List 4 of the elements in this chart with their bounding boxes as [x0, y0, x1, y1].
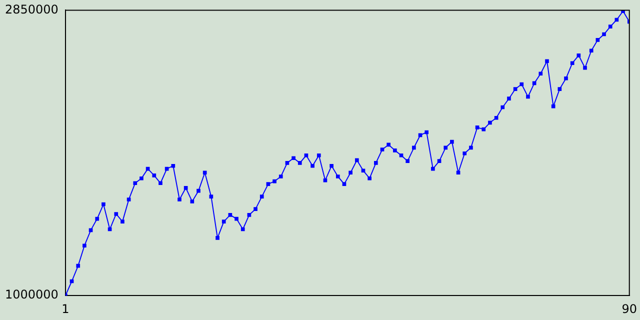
x-tick-label: 1 [62, 302, 70, 316]
y-tick-label: 2850000 [4, 2, 58, 16]
x-tick-label: 90 [622, 302, 638, 316]
y-tick-label: 1000000 [4, 288, 58, 302]
